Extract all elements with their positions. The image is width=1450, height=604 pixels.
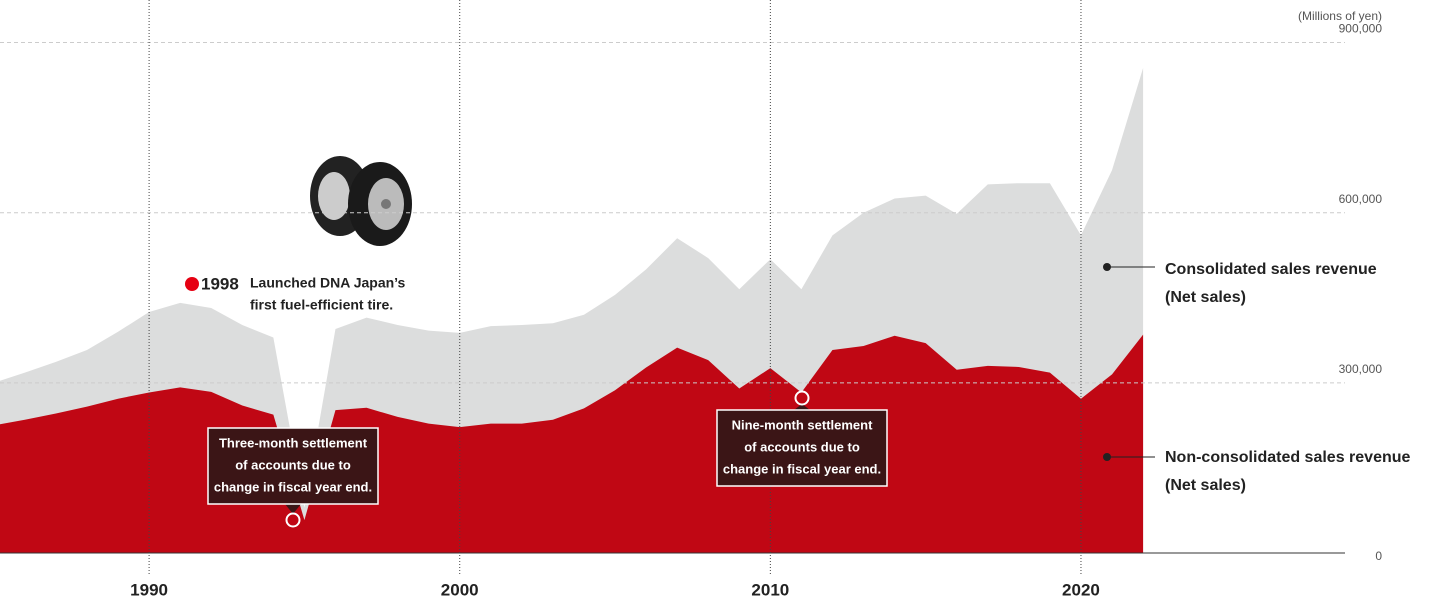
y-tick-label: 900,000 [1339, 22, 1383, 36]
callout-text: change in fiscal year end. [723, 461, 881, 476]
callout-box [716, 409, 888, 487]
callout-marker [285, 512, 301, 528]
x-tick-label: 2020 [1062, 580, 1100, 599]
callout-pointer [794, 404, 810, 410]
y-tick-label: 0 [1375, 549, 1382, 563]
unit-label: (Millions of yen) [1298, 9, 1382, 23]
callout-text: of accounts due to [744, 439, 860, 454]
callout-text: of accounts due to [235, 457, 351, 472]
callout-marker [794, 390, 810, 406]
y-tick-label: 600,000 [1339, 192, 1383, 206]
x-tick-label: 2000 [441, 580, 479, 599]
legend-dot [1103, 263, 1111, 271]
callout-pointer [285, 504, 301, 514]
x-tick-label: 2010 [751, 580, 789, 599]
legend-dot [1103, 453, 1111, 461]
legend-label: Non-consolidated sales revenue [1165, 449, 1411, 466]
x-tick-label: 1990 [130, 580, 168, 599]
legend-label: Consolidated sales revenue [1165, 261, 1377, 278]
callout-text: Three-month settlement [219, 435, 368, 450]
event-text: Launched DNA Japan’s [250, 275, 406, 291]
y-tick-label: 300,000 [1339, 362, 1383, 376]
event-text: first fuel-efficient tire. [250, 297, 393, 313]
callout-text: Nine-month settlement [732, 417, 874, 432]
legend-label: (Net sales) [1165, 289, 1246, 306]
legend-label: (Net sales) [1165, 477, 1246, 494]
event-year: 1998 [201, 274, 239, 293]
callout-text: change in fiscal year end. [214, 479, 372, 494]
callout-box [207, 427, 379, 505]
tire-illustration [310, 156, 412, 246]
event-dot [185, 277, 199, 291]
